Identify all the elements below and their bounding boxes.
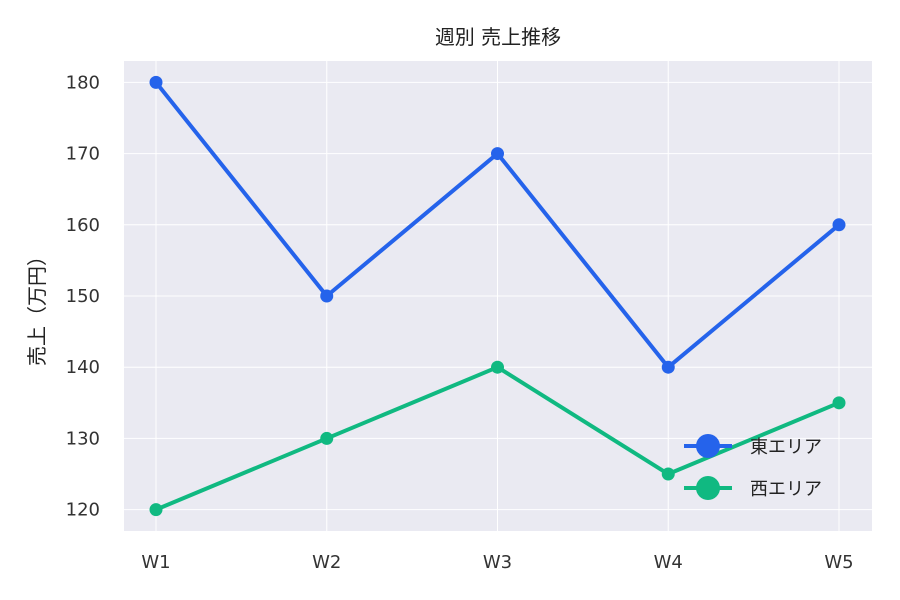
data-point (320, 431, 334, 445)
data-point (491, 147, 504, 161)
x-tick-label: W5 (824, 552, 853, 573)
data-point (320, 289, 334, 303)
y-tick-label: 160 (66, 215, 100, 236)
series-layer (149, 75, 846, 517)
y-axis-ticks: 120 130 140 150 160 170 180 (66, 72, 100, 520)
y-tick-label: 150 (66, 286, 100, 307)
y-tick-label: 140 (66, 357, 100, 378)
data-point (149, 503, 163, 517)
x-tick-label: W2 (312, 552, 341, 573)
data-point (661, 360, 675, 374)
legend-label: 西エリア (750, 479, 822, 500)
data-point (832, 218, 846, 232)
y-tick-label: 120 (66, 500, 100, 521)
legend-label: 東エリア (750, 437, 822, 458)
y-tick-label: 180 (66, 72, 100, 93)
data-point (491, 360, 504, 374)
x-tick-label: W3 (483, 552, 512, 573)
data-point (149, 75, 163, 89)
x-axis-ticks: W1 W2 W3 W4 W5 (141, 552, 853, 573)
data-point (661, 467, 675, 481)
y-tick-label: 170 (66, 144, 100, 165)
x-tick-label: W4 (654, 552, 683, 573)
y-tick-label: 130 (66, 428, 100, 449)
legend-marker (696, 476, 720, 500)
y-axis-label: 売上（万円） (25, 246, 49, 366)
x-tick-label: W1 (141, 552, 170, 573)
legend-marker (696, 434, 720, 458)
data-point (832, 396, 846, 410)
chart-title: 週別 売上推移 (435, 25, 561, 49)
